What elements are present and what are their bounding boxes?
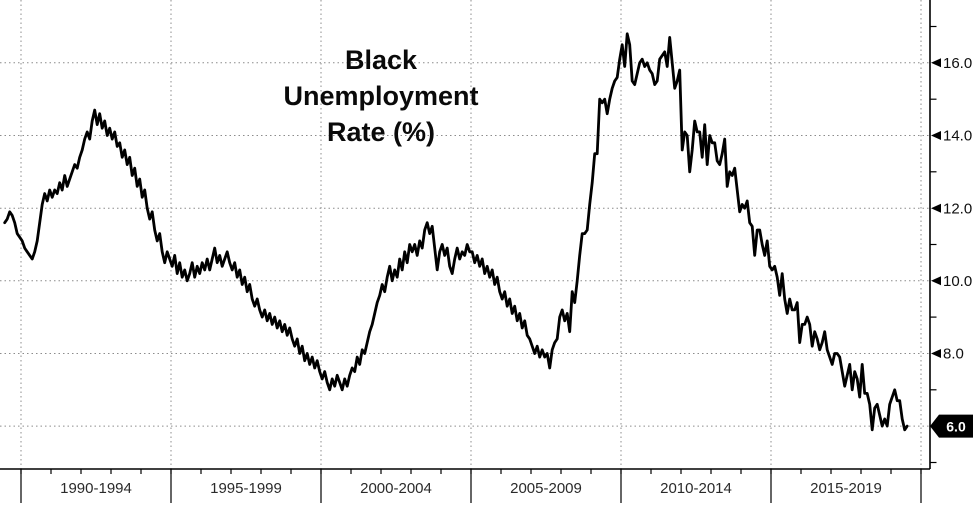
y-tick-arrow-icon [931, 203, 941, 213]
badge-pointer-shape [930, 414, 973, 438]
y-axis-tick-label: 8.0 [943, 346, 964, 363]
x-axis-period-label: 1990-1994 [60, 480, 132, 497]
x-axis-period-label: 2010-2014 [660, 480, 732, 497]
x-axis-period-label: 2005-2009 [510, 480, 582, 497]
chart-title: Black Unemployment Rate (%) [283, 45, 479, 147]
y-tick-arrow-icon [931, 58, 941, 68]
last-value-label: 6.0 [946, 418, 966, 434]
y-tick-arrow-icon [931, 131, 941, 140]
y-tick-arrow-icon [931, 349, 941, 358]
x-axis-period-label: 1995-1999 [210, 480, 282, 497]
x-axis-period-label: 2015-2019 [810, 480, 882, 497]
y-axis-tick-label: 12.0 [943, 200, 972, 217]
last-value-badge: 6.0 [930, 414, 973, 438]
y-tick-arrow-icon [931, 276, 941, 286]
x-axis-period-label: 2000-2004 [360, 480, 432, 497]
unemployment-rate-line [3, 32, 909, 432]
y-axis-tick-label: 14.0 [943, 128, 972, 145]
y-axis-tick-label: 10.0 [943, 273, 972, 290]
y-axis-tick-label: 16.0 [943, 55, 972, 72]
